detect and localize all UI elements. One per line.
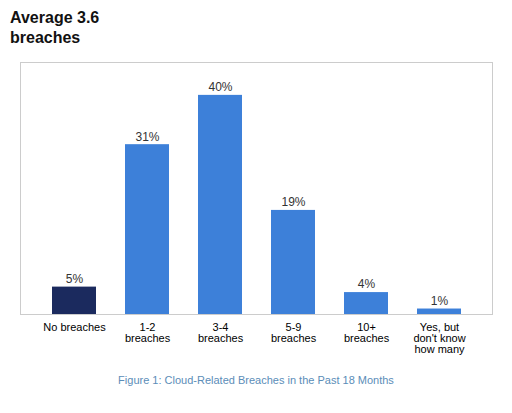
svg-text:3-4breaches: 3-4breaches xyxy=(198,321,244,344)
svg-text:1-2breaches: 1-2breaches xyxy=(125,321,171,344)
html-text:Figure 1: Cloud-Related Breach: Figure 1: Cloud-Related Breaches in the … xyxy=(118,374,394,386)
svg-text:4%: 4% xyxy=(358,277,376,291)
svg-text:No breaches: No breaches xyxy=(43,321,106,333)
svg-text:5%: 5% xyxy=(66,272,84,286)
html-text:breaches: breaches xyxy=(10,29,81,46)
svg-text:31%: 31% xyxy=(135,130,159,144)
svg-text:10+breaches: 10+breaches xyxy=(344,321,390,344)
svg-text:19%: 19% xyxy=(281,195,305,209)
svg-text:1%: 1% xyxy=(431,294,449,308)
svg-text:5-9breaches: 5-9breaches xyxy=(271,321,317,344)
html-text:Average 3.6: Average 3.6 xyxy=(10,9,100,26)
svg-text:40%: 40% xyxy=(208,80,232,94)
svg-text:Yes, butdon't knowhow many: Yes, butdon't knowhow many xyxy=(413,321,465,355)
